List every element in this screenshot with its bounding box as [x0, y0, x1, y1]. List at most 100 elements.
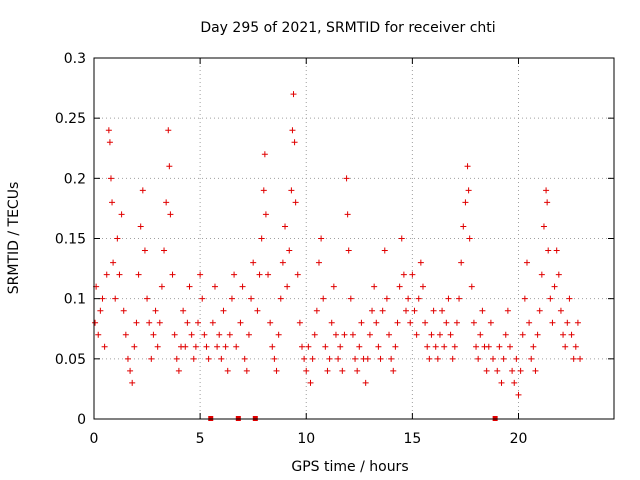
- data-point: [127, 367, 134, 374]
- data-point: [388, 355, 395, 362]
- data-point: [203, 343, 210, 350]
- data-point: [337, 343, 344, 350]
- data-point: [392, 343, 399, 350]
- data-point: [345, 247, 352, 254]
- data-point: [254, 307, 261, 314]
- data-point: [250, 259, 257, 266]
- data-point: [265, 271, 272, 278]
- data-point: [375, 343, 382, 350]
- data-point: [417, 259, 424, 266]
- data-point: [301, 355, 308, 362]
- data-point: [124, 355, 131, 362]
- data-point: [400, 271, 407, 278]
- data-point: [161, 247, 168, 254]
- data-point: [434, 355, 441, 362]
- data-point: [464, 163, 471, 170]
- data-point: [220, 307, 227, 314]
- data-point: [165, 127, 172, 134]
- data-point: [532, 367, 539, 374]
- data-point: [405, 295, 412, 302]
- data-point: [428, 331, 435, 338]
- y-tick-label: 0.05: [55, 352, 86, 368]
- data-point: [534, 331, 541, 338]
- data-point: [332, 331, 339, 338]
- data-point: [509, 367, 516, 374]
- data-point: [443, 319, 450, 326]
- data-point: [487, 319, 494, 326]
- data-point: [216, 331, 223, 338]
- data-point: [377, 355, 384, 362]
- data-point: [373, 319, 380, 326]
- data-point: [562, 343, 569, 350]
- data-point: [475, 355, 482, 362]
- data-point: [496, 343, 503, 350]
- data-point: [536, 307, 543, 314]
- data-point: [228, 295, 235, 302]
- data-point: [447, 331, 454, 338]
- data-point: [445, 295, 452, 302]
- data-point: [262, 211, 269, 218]
- y-tick-label: 0.25: [55, 111, 86, 127]
- data-point: [224, 367, 231, 374]
- data-point: [282, 223, 289, 230]
- data-point: [305, 343, 312, 350]
- data-point: [105, 127, 112, 134]
- data-point: [390, 367, 397, 374]
- data-point: [349, 331, 356, 338]
- data-point: [358, 319, 365, 326]
- data-point: [261, 151, 268, 158]
- data-point: [413, 331, 420, 338]
- data-point: [344, 211, 351, 218]
- data-point: [243, 367, 250, 374]
- data-point: [133, 319, 140, 326]
- data-point: [269, 343, 276, 350]
- data-point: [289, 127, 296, 134]
- data-point: [500, 355, 507, 362]
- data-point: [156, 319, 163, 326]
- data-point: [555, 271, 562, 278]
- data-point: [451, 343, 458, 350]
- data-point: [279, 259, 286, 266]
- data-point: [426, 355, 433, 362]
- data-point: [570, 355, 577, 362]
- data-point: [322, 343, 329, 350]
- data-point: [110, 259, 117, 266]
- data-point: [411, 307, 418, 314]
- y-tick-label: 0.2: [64, 171, 86, 187]
- data-point: [148, 355, 155, 362]
- data-point: [549, 319, 556, 326]
- data-point: [540, 223, 547, 230]
- data-point: [577, 355, 584, 362]
- data-point: [273, 367, 280, 374]
- data-point: [167, 211, 174, 218]
- data-point: [190, 355, 197, 362]
- data-point: [267, 319, 274, 326]
- data-point: [114, 235, 121, 242]
- data-point: [313, 307, 320, 314]
- data-point: [286, 247, 293, 254]
- data-point: [339, 367, 346, 374]
- data-point: [99, 295, 106, 302]
- y-tick-label: 0.1: [64, 292, 86, 308]
- data-point: [97, 307, 104, 314]
- x-tick-label: 5: [196, 431, 205, 447]
- data-point: [299, 343, 305, 350]
- data-point: [398, 235, 405, 242]
- data-point: [432, 343, 439, 350]
- data-point: [199, 295, 206, 302]
- data-point: [303, 367, 310, 374]
- data-point: [122, 331, 129, 338]
- data-point: [466, 235, 473, 242]
- x-tick-label: 20: [510, 431, 528, 447]
- data-point: [415, 295, 422, 302]
- data-point: [572, 343, 579, 350]
- data-point: [568, 331, 575, 338]
- data-point: [364, 355, 371, 362]
- data-point: [566, 295, 573, 302]
- data-point: [544, 199, 551, 206]
- x-tick-label: 0: [90, 431, 99, 447]
- data-point: [477, 331, 484, 338]
- data-point: [521, 295, 528, 302]
- data-point: [479, 307, 486, 314]
- data-point: [291, 139, 298, 146]
